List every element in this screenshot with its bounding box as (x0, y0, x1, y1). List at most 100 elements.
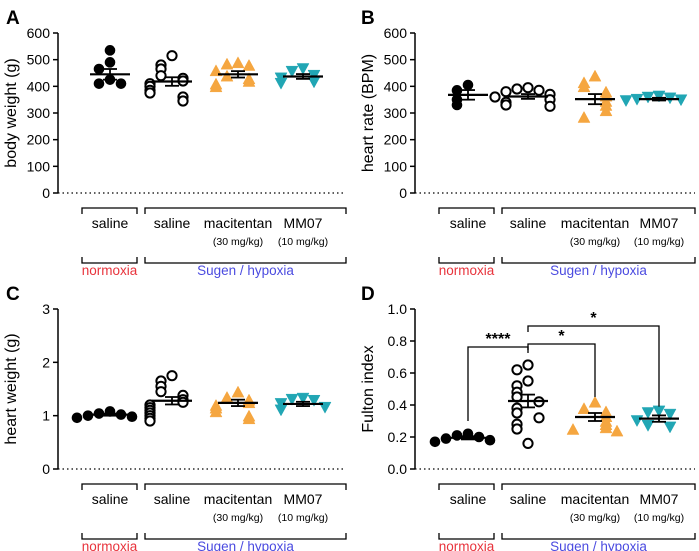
y-tick-label: 200 (27, 132, 51, 148)
data-point (285, 393, 299, 406)
significance-bracket: * (527, 310, 660, 407)
y-tick-label: 0.0 (388, 461, 408, 477)
y-axis-label: heart weight (g) (3, 333, 20, 444)
y-tick-label: 0.8 (388, 333, 408, 349)
category-label: saline (450, 215, 487, 231)
group-bracket-top (501, 483, 696, 490)
y-tick-label: 300 (384, 105, 408, 121)
data-point (274, 404, 288, 417)
data-point (242, 58, 256, 71)
data-point (641, 420, 655, 432)
data-point (619, 95, 633, 108)
condition-bracket (501, 257, 696, 264)
data-point (166, 370, 178, 382)
category-label: saline (510, 491, 547, 507)
condition-label-normoxia: normoxia (439, 539, 495, 551)
group-bracket-top (438, 483, 495, 490)
data-point (511, 83, 523, 95)
data-point (522, 82, 534, 94)
series-2 (209, 385, 258, 425)
data-point (533, 412, 545, 424)
data-point (93, 78, 105, 89)
panel-letter: B (361, 8, 375, 29)
data-point (522, 437, 534, 449)
y-tick-label: 0 (42, 461, 50, 477)
data-point (489, 91, 501, 103)
data-point (663, 421, 677, 434)
y-tick-label: 300 (27, 105, 51, 121)
group-bracket-top (438, 207, 495, 214)
data-point (544, 100, 556, 112)
data-point (511, 423, 523, 435)
data-point (220, 390, 234, 403)
dose-label: (30 mg/kg) (570, 236, 620, 248)
data-point (577, 402, 591, 414)
series-3 (619, 90, 688, 108)
data-point (599, 421, 613, 434)
y-tick-label: 600 (384, 25, 408, 41)
data-point (144, 415, 156, 427)
series-1 (144, 370, 192, 427)
y-tick-label: 0 (42, 185, 50, 201)
dose-label: (30 mg/kg) (570, 512, 620, 524)
condition-bracket (438, 533, 495, 540)
data-point (166, 50, 178, 62)
y-tick-label: 0.6 (388, 365, 408, 381)
group-bracket-top (144, 483, 347, 490)
y-tick-label: 600 (27, 25, 51, 41)
condition-bracket (81, 257, 138, 264)
series-1 (508, 359, 548, 449)
y-tick-label: 0.4 (388, 397, 408, 413)
category-label: macitentan (204, 491, 272, 507)
data-point (231, 56, 245, 69)
data-point (610, 424, 624, 437)
data-point (296, 392, 310, 405)
dose-label: (30 mg/kg) (213, 512, 263, 524)
category-label: saline (450, 491, 487, 507)
category-label: macitentan (561, 491, 629, 507)
data-point (511, 364, 523, 376)
data-point (155, 70, 167, 82)
data-point (155, 386, 167, 398)
data-point (588, 395, 602, 408)
panel-letter: D (361, 284, 375, 305)
group-bracket-top (81, 483, 138, 490)
data-point (652, 90, 666, 103)
data-point (296, 63, 310, 76)
series-0 (429, 428, 496, 448)
data-point (242, 412, 256, 425)
series-1 (489, 82, 556, 112)
condition-label-sugen-hypoxia: Sugen / hypoxia (197, 263, 294, 278)
data-point (641, 407, 655, 420)
panel-letter: C (6, 284, 20, 305)
data-point (115, 78, 127, 89)
data-point (220, 69, 234, 82)
data-point (285, 65, 299, 78)
data-point (126, 411, 138, 423)
group-bracket-top (144, 207, 347, 214)
data-point (588, 69, 602, 82)
series-1 (144, 50, 192, 107)
condition-bracket (81, 533, 138, 540)
data-point (577, 110, 591, 123)
dose-label: (10 mg/kg) (278, 236, 328, 248)
series-0 (90, 45, 130, 89)
group-bracket-top (81, 207, 138, 214)
category-label: MM07 (284, 215, 323, 231)
condition-bracket (144, 257, 347, 264)
series-3 (630, 405, 679, 434)
y-tick-label: 200 (384, 132, 408, 148)
dose-label: (10 mg/kg) (278, 512, 328, 524)
series-0 (448, 79, 488, 111)
data-point (104, 45, 116, 56)
data-point (533, 84, 545, 96)
series-3 (274, 63, 323, 90)
data-point (511, 407, 523, 419)
bracket-line (527, 343, 596, 397)
significance-label: * (558, 328, 565, 345)
y-tick-label: 1.0 (388, 301, 408, 317)
dose-label: (30 mg/kg) (213, 236, 263, 248)
